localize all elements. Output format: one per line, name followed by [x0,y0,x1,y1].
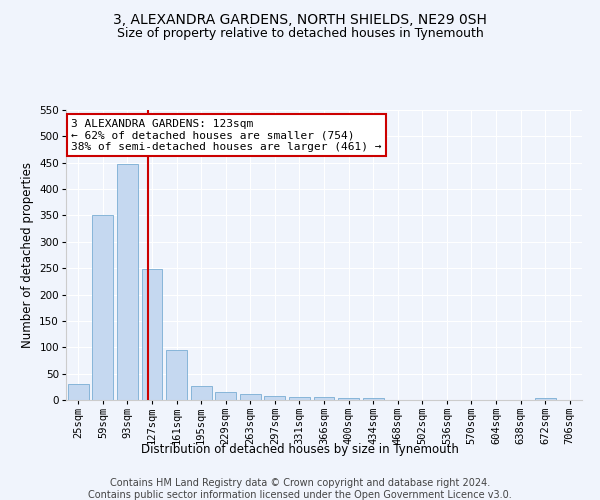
Bar [92,216,113,400]
Text: Contains HM Land Registry data © Crown copyright and database right 2024.: Contains HM Land Registry data © Crown c… [110,478,490,488]
Bar [117,164,138,400]
Text: Size of property relative to detached houses in Tynemouth: Size of property relative to detached ho… [116,28,484,40]
Bar [535,398,556,400]
Bar [142,269,163,400]
Bar [240,394,261,400]
Bar [265,396,286,400]
Text: 3, ALEXANDRA GARDENS, NORTH SHIELDS, NE29 0SH: 3, ALEXANDRA GARDENS, NORTH SHIELDS, NE2… [113,12,487,26]
Bar [362,398,383,400]
Bar [166,350,187,400]
Bar [191,386,212,400]
Bar [68,384,89,400]
Bar [314,398,334,400]
Y-axis label: Number of detached properties: Number of detached properties [21,162,34,348]
Bar [338,398,359,400]
Text: 3 ALEXANDRA GARDENS: 123sqm
← 62% of detached houses are smaller (754)
38% of se: 3 ALEXANDRA GARDENS: 123sqm ← 62% of det… [71,118,382,152]
Bar [289,397,310,400]
Text: Contains public sector information licensed under the Open Government Licence v3: Contains public sector information licen… [88,490,512,500]
Text: Distribution of detached houses by size in Tynemouth: Distribution of detached houses by size … [141,442,459,456]
Bar [215,392,236,400]
